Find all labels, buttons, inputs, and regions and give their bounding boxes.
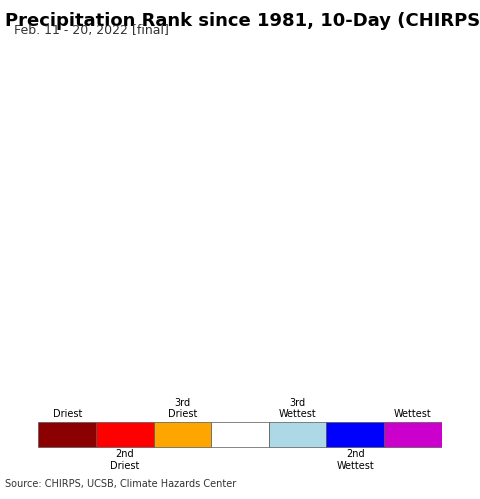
Text: Precipitation Rank since 1981, 10-Day (CHIRPS): Precipitation Rank since 1981, 10-Day (C… xyxy=(5,12,480,30)
Text: Source: CHIRPS, UCSB, Climate Hazards Center: Source: CHIRPS, UCSB, Climate Hazards Ce… xyxy=(5,479,236,489)
Text: 3rd
Wettest: 3rd Wettest xyxy=(279,398,316,419)
Bar xyxy=(96,422,154,447)
Bar xyxy=(269,422,326,447)
Text: Driest: Driest xyxy=(52,409,82,419)
Text: Wettest: Wettest xyxy=(394,409,432,419)
Bar xyxy=(326,422,384,447)
Bar xyxy=(154,422,211,447)
Text: 2nd
Driest: 2nd Driest xyxy=(110,449,140,471)
Bar xyxy=(211,422,269,447)
Text: 2nd
Wettest: 2nd Wettest xyxy=(336,449,374,471)
Text: Feb. 11 - 20, 2022 [final]: Feb. 11 - 20, 2022 [final] xyxy=(14,24,169,37)
Text: 3rd
Driest: 3rd Driest xyxy=(168,398,197,419)
Bar xyxy=(384,422,442,447)
Bar xyxy=(38,422,96,447)
